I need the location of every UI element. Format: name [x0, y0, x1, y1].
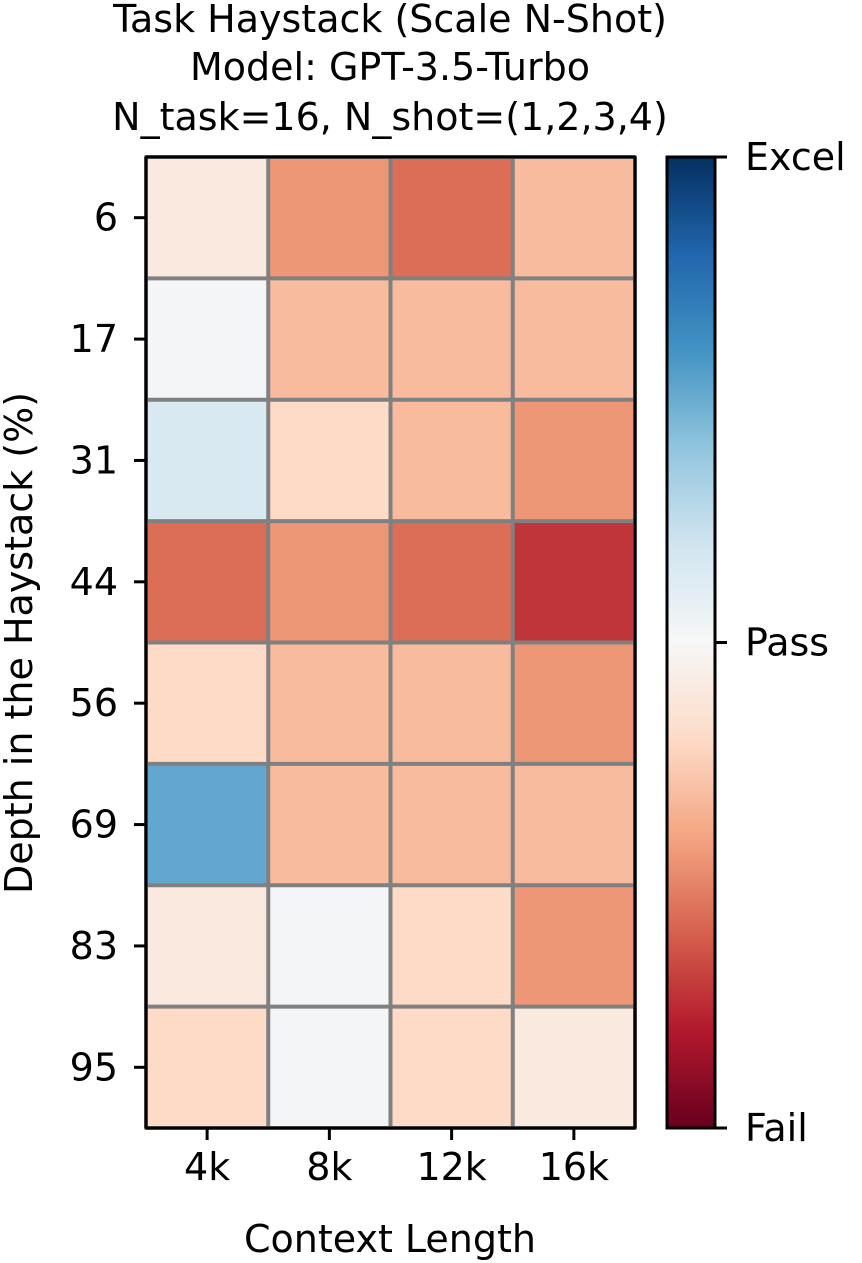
colorbar-gradient [665, 155, 717, 1130]
heatmap-cell-83-12k [390, 885, 513, 1007]
y-tick-label: 44 [70, 560, 118, 604]
heatmap-cell-95-8k [268, 1006, 391, 1128]
heatmap-cell-83-8k [268, 885, 391, 1007]
y-tick-label: 6 [94, 196, 118, 240]
heatmap-cell-44-16k [512, 521, 635, 643]
colorbar-tick-label: Pass [745, 621, 829, 665]
y-tick-label: 83 [70, 924, 118, 968]
heatmap-cell-31-16k [512, 399, 635, 522]
y-tick-label: 56 [70, 681, 118, 725]
plot-frame [144, 155, 637, 1130]
colorbar-tick-label: Excel [745, 135, 846, 179]
title-line-1: Task Haystack (Scale N-Shot) [112, 0, 667, 41]
heatmap-cell-44-8k [268, 521, 391, 643]
y-tick-label: 17 [70, 317, 118, 361]
title-line-2: Model: GPT-3.5-Turbo [190, 45, 590, 89]
heatmap-cell-17-8k [268, 278, 391, 400]
x-tick-label: 16k [539, 1145, 609, 1189]
heatmap-cell-31-4k [146, 399, 269, 522]
heatmap-cell-17-4k [146, 278, 269, 400]
heatmap-cell-69-8k [268, 763, 391, 886]
heatmap-cell-69-12k [390, 763, 513, 886]
heatmap-cell-69-4k [146, 763, 269, 886]
heatmap-cells [146, 157, 635, 1128]
heatmap-cell-95-4k [146, 1006, 269, 1128]
y-tick-label: 31 [70, 438, 118, 482]
heatmap-cell-6-4k [146, 157, 269, 279]
x-axis-label: Context Length [244, 1217, 536, 1261]
heatmap-cell-44-12k [390, 521, 513, 643]
heatmap-grid [144, 155, 637, 1130]
heatmap-cell-17-16k [512, 278, 635, 400]
title-line-3: N_task=16, N_shot=(1,2,3,4) [112, 95, 668, 139]
y-tick-label: 69 [70, 803, 118, 847]
heatmap-cell-69-16k [512, 763, 635, 886]
y-tick-label: 95 [70, 1045, 118, 1089]
heatmap-cell-6-12k [390, 157, 513, 279]
heatmap-cell-56-16k [512, 642, 635, 764]
heatmap-cell-31-12k [390, 399, 513, 522]
y-axis-label: Depth in the Haystack (%) [0, 392, 41, 894]
colorbar-tick-label: Fail [745, 1106, 808, 1150]
heatmap-cell-56-12k [390, 642, 513, 764]
heatmap-cell-95-12k [390, 1006, 513, 1128]
heatmap-cell-95-16k [512, 1006, 635, 1128]
chart-title: Task Haystack (Scale N-Shot) Model: GPT-… [112, 0, 668, 139]
x-tick-label: 4k [184, 1145, 230, 1189]
x-tick-label: 12k [416, 1145, 486, 1189]
heatmap-cell-83-16k [512, 885, 635, 1007]
heatmap-cell-56-4k [146, 642, 269, 764]
heatmap-cell-6-8k [268, 157, 391, 279]
y-axis-ticks: 6 17 31 44 56 69 83 95 [70, 196, 146, 1089]
heatmap-cell-44-4k [146, 521, 269, 643]
heatmap-cell-6-16k [512, 157, 635, 279]
heatmap-cell-83-4k [146, 885, 269, 1007]
x-axis-ticks: 4k 8k 12k 16k [184, 1128, 609, 1189]
heatmap-cell-31-8k [268, 399, 391, 522]
colorbar: Excel Pass Fail [665, 135, 846, 1150]
heatmap-cell-56-8k [268, 642, 391, 764]
heatmap-cell-17-12k [390, 278, 513, 400]
x-tick-label: 8k [306, 1145, 352, 1189]
